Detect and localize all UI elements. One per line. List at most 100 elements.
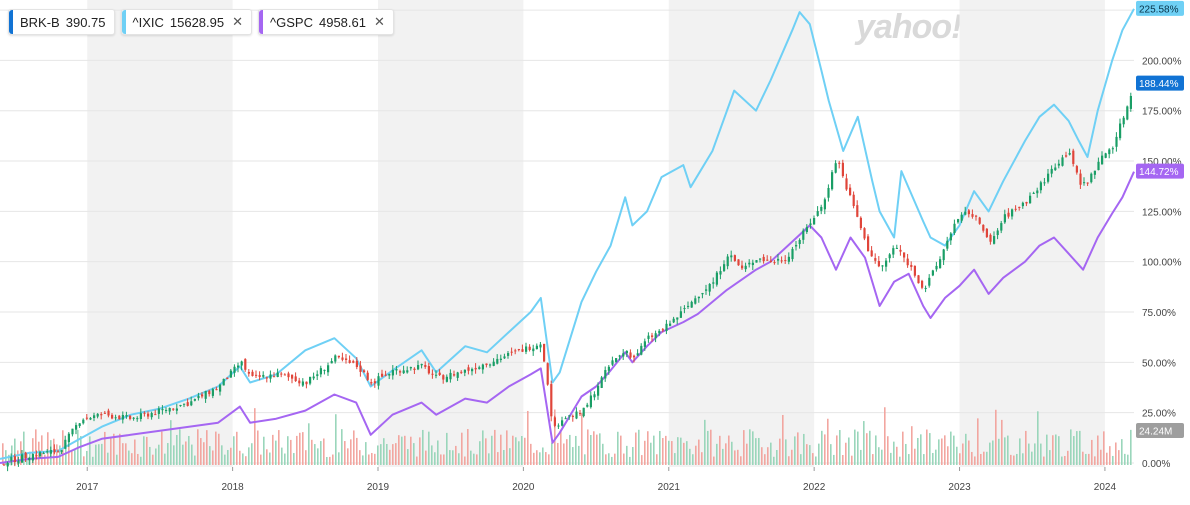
candle-body (737, 259, 740, 266)
candle-body (967, 210, 970, 215)
volume-bar (1031, 451, 1033, 465)
candle-body (280, 373, 283, 375)
volume-bar (485, 438, 487, 465)
candle-body (1032, 192, 1035, 194)
volume-bar (182, 444, 184, 465)
volume-bar (491, 435, 493, 465)
volume-bar (590, 434, 592, 465)
candle-body (21, 454, 24, 463)
candle-body (949, 233, 952, 241)
volume-bar (116, 454, 118, 465)
candle-body (766, 259, 769, 261)
volume-bar (764, 454, 766, 465)
y-tick-label: 25.00% (1142, 409, 1176, 420)
candle-body (723, 264, 726, 271)
candle-body (593, 394, 596, 398)
remove-series-icon[interactable]: ✕ (232, 14, 244, 29)
candle-body (186, 402, 189, 406)
volume-bar (1067, 450, 1069, 465)
volume-bar (962, 443, 964, 465)
volume-bar (290, 439, 292, 465)
candle-body (75, 425, 78, 430)
volume-bar (929, 433, 931, 465)
volume-bar (344, 441, 346, 465)
volume-bar (311, 439, 313, 465)
candle-body (697, 296, 700, 299)
candle-body (960, 214, 963, 221)
candle-body (474, 367, 477, 370)
volume-bar (854, 429, 856, 465)
legend-chip-ixic[interactable]: ^IXIC 15628.95 ✕ (120, 9, 253, 35)
volume-bar (89, 436, 91, 465)
candle-body (647, 335, 650, 339)
volume-bar (818, 443, 820, 465)
candle-body (1090, 173, 1093, 183)
candle-body (82, 419, 85, 424)
volume-bar (317, 448, 319, 465)
candle-body (438, 372, 441, 375)
volume-bar (74, 449, 76, 465)
x-tick-label: 2019 (367, 482, 390, 493)
candle-body (784, 259, 787, 261)
candle-body (46, 451, 49, 453)
volume-bar (512, 435, 514, 465)
volume-bar (158, 444, 160, 465)
candle-body (899, 249, 902, 252)
candle-body (989, 234, 992, 242)
candle-body (420, 363, 423, 366)
volume-bar (503, 450, 505, 465)
volume-bar (236, 431, 238, 465)
volume-bar (860, 449, 862, 465)
volume-bar (659, 430, 661, 465)
candle-body (903, 252, 906, 258)
volume-bar (359, 450, 361, 465)
candle-body (240, 361, 243, 366)
volume-bar (1004, 437, 1006, 465)
candle-body (827, 187, 830, 198)
remove-series-icon[interactable]: ✕ (373, 14, 385, 29)
volume-bar (461, 432, 463, 465)
legend-chip-gspc[interactable]: ^GSPC 4958.61 ✕ (258, 9, 394, 35)
volume-bar (221, 445, 223, 465)
volume-bar (17, 450, 19, 465)
volume-bar (1028, 443, 1030, 465)
candle-body (787, 256, 790, 262)
legend-chip-brk-b[interactable]: BRK-B 390.75 (8, 9, 115, 35)
volume-bar (935, 449, 937, 465)
candle-body (348, 360, 351, 363)
candle-body (802, 230, 805, 240)
candle-body (222, 378, 225, 386)
candle-body (496, 358, 499, 364)
volume-bar (371, 452, 373, 465)
candle-body (143, 412, 146, 414)
volume-bar (1001, 419, 1003, 465)
candle-body (298, 380, 301, 384)
candle-body (35, 455, 38, 457)
volume-bar (323, 438, 325, 465)
candle-body (924, 287, 927, 289)
volume-bar (944, 435, 946, 465)
candle-body (1000, 223, 1003, 231)
volume-bar (1106, 452, 1108, 465)
candle-body (823, 199, 826, 210)
candle-body (715, 272, 718, 285)
candle-body (564, 418, 567, 420)
volume-bar (806, 444, 808, 465)
volume-bar (842, 455, 844, 465)
volume-bar (614, 453, 616, 465)
candle-body (341, 357, 344, 360)
candle-body (953, 223, 956, 234)
volume-bar (230, 447, 232, 465)
volume-bar (101, 443, 103, 465)
candle-body (179, 404, 182, 407)
volume-bar (227, 449, 229, 465)
candle-body (409, 367, 412, 369)
candle-body (384, 374, 387, 376)
volume-bar (320, 441, 322, 465)
volume-bar (128, 450, 130, 465)
volume-bar (965, 433, 967, 465)
volume-bar (596, 434, 598, 465)
candle-body (334, 355, 337, 362)
candle-body (71, 428, 74, 435)
